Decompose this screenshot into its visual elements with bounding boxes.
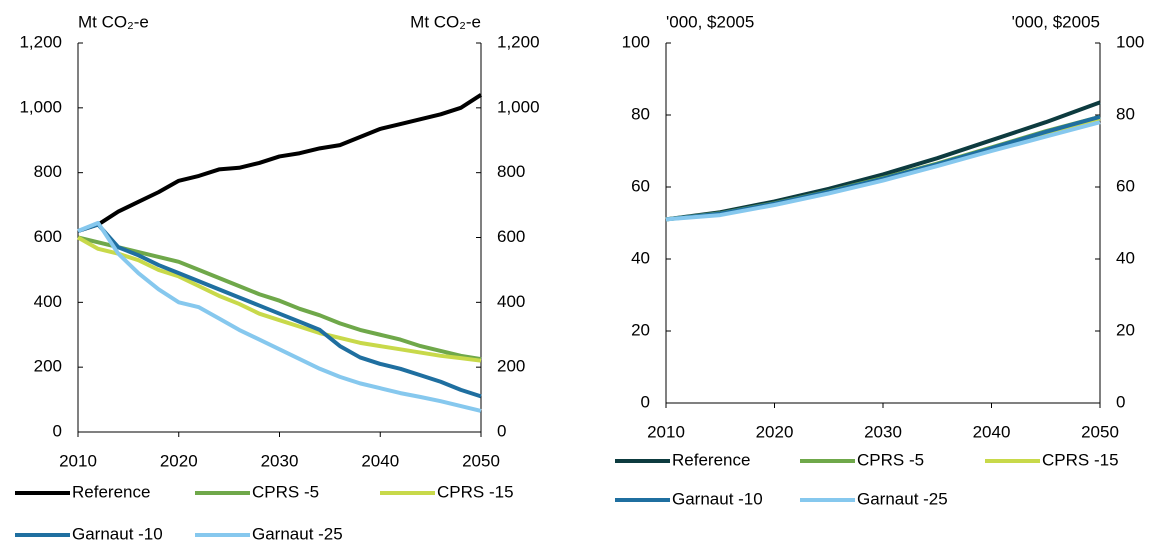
x-tick-label: 2030 — [261, 451, 299, 470]
legend-label: Garnaut -25 — [252, 524, 343, 543]
x-tick-label: 2050 — [1081, 422, 1119, 441]
y-tick-label: 1,200 — [19, 32, 62, 51]
x-tick-label: 2030 — [864, 422, 902, 441]
series-line — [665, 114, 1101, 222]
series-line — [77, 93, 483, 233]
y-tick-label: 40 — [631, 248, 650, 267]
y-tick-label: 200 — [34, 357, 62, 376]
legend-label: Reference — [72, 482, 150, 501]
y2-tick-label: 0 — [497, 421, 506, 440]
y2-tick-label: 600 — [497, 227, 525, 246]
y2-axis-title: '000, $2005 — [1012, 12, 1100, 31]
y2-tick-label: 400 — [497, 292, 525, 311]
legend-label: CPRS -15 — [437, 482, 514, 501]
x-tick-label: 2050 — [462, 451, 500, 470]
y2-tick-label: 200 — [497, 357, 525, 376]
x-tick-label: 2020 — [160, 451, 198, 470]
y2-tick-label: 80 — [1116, 104, 1135, 123]
y2-tick-label: 40 — [1116, 248, 1135, 267]
legend-label: CPRS -5 — [252, 482, 319, 501]
y-tick-label: 60 — [631, 176, 650, 195]
legend-label: Garnaut -10 — [672, 489, 763, 508]
y-tick-label: 100 — [622, 32, 650, 51]
x-tick-label: 2010 — [647, 422, 685, 441]
y2-tick-label: 20 — [1116, 320, 1135, 339]
legend-label: Garnaut -25 — [857, 489, 948, 508]
y2-axis-title: Mt CO₂-e — [410, 12, 481, 31]
series-line — [665, 100, 1101, 222]
series-line — [665, 120, 1101, 222]
x-tick-label: 2040 — [361, 451, 399, 470]
legend-label: CPRS -15 — [1042, 450, 1119, 469]
series-line — [77, 235, 482, 362]
y-tick-label: 1,000 — [19, 97, 62, 116]
y2-tick-label: 60 — [1116, 176, 1135, 195]
y-tick-label: 80 — [631, 104, 650, 123]
x-tick-label: 2010 — [59, 451, 97, 470]
legend-label: Reference — [672, 450, 750, 469]
legend-label: Garnaut -10 — [72, 524, 163, 543]
y-tick-label: 800 — [34, 162, 62, 181]
y-tick-label: 20 — [631, 320, 650, 339]
y2-tick-label: 1,000 — [497, 97, 540, 116]
y-tick-label: 400 — [34, 292, 62, 311]
x-tick-label: 2040 — [973, 422, 1011, 441]
y-axis-title: '000, $2005 — [666, 12, 754, 31]
y2-tick-label: 1,200 — [497, 32, 540, 51]
legend-label: CPRS -5 — [857, 450, 924, 469]
y-tick-label: 600 — [34, 227, 62, 246]
y-tick-label: 0 — [53, 421, 62, 440]
series-line — [77, 220, 482, 413]
x-tick-label: 2020 — [756, 422, 794, 441]
series-line — [665, 114, 1101, 222]
series-line — [77, 222, 482, 399]
series-line — [77, 235, 482, 363]
y-axis-title: Mt CO₂-e — [78, 12, 149, 31]
y2-tick-label: 100 — [1116, 32, 1144, 51]
y2-tick-label: 800 — [497, 162, 525, 181]
y-tick-label: 0 — [641, 392, 650, 411]
y2-tick-label: 0 — [1116, 392, 1125, 411]
